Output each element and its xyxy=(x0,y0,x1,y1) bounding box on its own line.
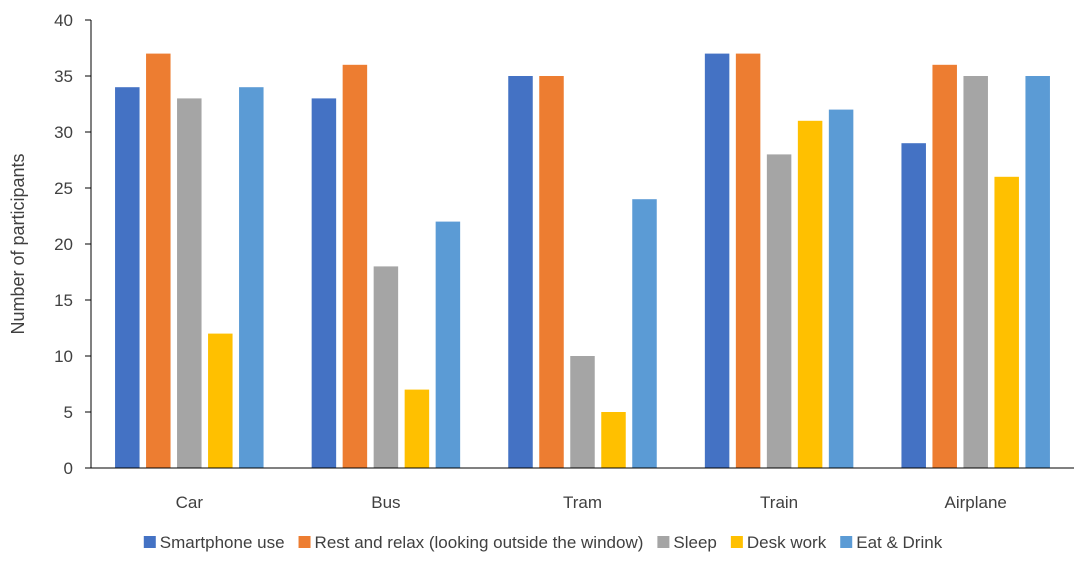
bar-train-series-2 xyxy=(735,53,761,468)
bar-car-series-2 xyxy=(146,53,171,468)
legend-item: Rest and relax (looking outside the wind… xyxy=(298,533,644,552)
y-axis-title: Number of participants xyxy=(8,153,28,334)
bar-tram-series-2 xyxy=(539,76,564,468)
bar-tram-series-1 xyxy=(508,76,533,468)
bar-bus-series-4 xyxy=(404,389,430,468)
legend-label: Sleep xyxy=(673,533,716,552)
legend-swatch xyxy=(143,536,156,548)
x-axis-labels: Car Bus Tram Train Airplane xyxy=(176,493,1007,512)
bar-car-series-1 xyxy=(115,87,140,468)
x-category-label: Tram xyxy=(563,493,602,512)
y-tick-label: 25 xyxy=(54,179,73,198)
y-tick-label: 5 xyxy=(64,403,73,422)
legend: Smartphone use Rest and relax (looking ou… xyxy=(143,533,943,552)
y-tick-label: 20 xyxy=(54,235,73,254)
bar-car-series-4 xyxy=(208,333,233,468)
bar-airplane-series-5 xyxy=(1025,76,1050,468)
bar-tram-series-4 xyxy=(601,412,626,468)
bar-airplane-series-1 xyxy=(901,143,926,468)
legend-label: Smartphone use xyxy=(160,533,285,552)
bar-bus-series-2 xyxy=(342,64,368,469)
bar-bus-series-3 xyxy=(373,266,399,468)
legend-item: Eat & Drink xyxy=(840,533,943,552)
bar-car-series-3 xyxy=(177,98,202,469)
y-tick-label: 30 xyxy=(54,123,73,142)
legend-item: Sleep xyxy=(657,533,717,552)
legend-swatch xyxy=(298,536,311,548)
bar-bus-series-5 xyxy=(435,221,461,468)
bar-train-series-4 xyxy=(797,120,823,469)
bar-airplane-series-4 xyxy=(994,176,1019,469)
x-category-label: Train xyxy=(760,493,798,512)
y-tick-label: 10 xyxy=(54,347,73,366)
bar-train-series-3 xyxy=(766,154,792,468)
y-tick-label: 35 xyxy=(54,67,73,86)
bar-tram-series-5 xyxy=(632,199,657,468)
y-tick-label: 0 xyxy=(64,459,73,478)
y-tick-label: 15 xyxy=(54,291,73,310)
legend-item: Smartphone use xyxy=(143,533,285,552)
legend-label: Eat & Drink xyxy=(856,533,942,552)
legend-item: Desk work xyxy=(730,533,827,552)
x-category-label: Bus xyxy=(371,493,400,512)
bar-airplane-series-3 xyxy=(963,76,988,468)
y-tick-label: 40 xyxy=(54,11,73,30)
bar-train-series-5 xyxy=(828,109,854,468)
bar-airplane-series-2 xyxy=(932,64,957,469)
x-category-label: Car xyxy=(176,493,204,512)
bar-bus-series-1 xyxy=(311,98,337,469)
legend-swatch xyxy=(730,536,743,548)
bar-tram-series-3 xyxy=(570,356,595,468)
bar-car-series-5 xyxy=(239,87,264,468)
legend-label: Desk work xyxy=(747,533,827,552)
y-axis-ticks: 0 5 10 15 20 25 30 35 40 xyxy=(54,11,91,478)
bars-group xyxy=(115,53,1050,469)
legend-swatch xyxy=(840,536,853,548)
legend-label: Rest and relax (looking outside the wind… xyxy=(315,533,644,552)
bar-train-series-1 xyxy=(704,53,730,468)
legend-swatch xyxy=(657,536,670,548)
x-category-label: Airplane xyxy=(945,493,1007,512)
